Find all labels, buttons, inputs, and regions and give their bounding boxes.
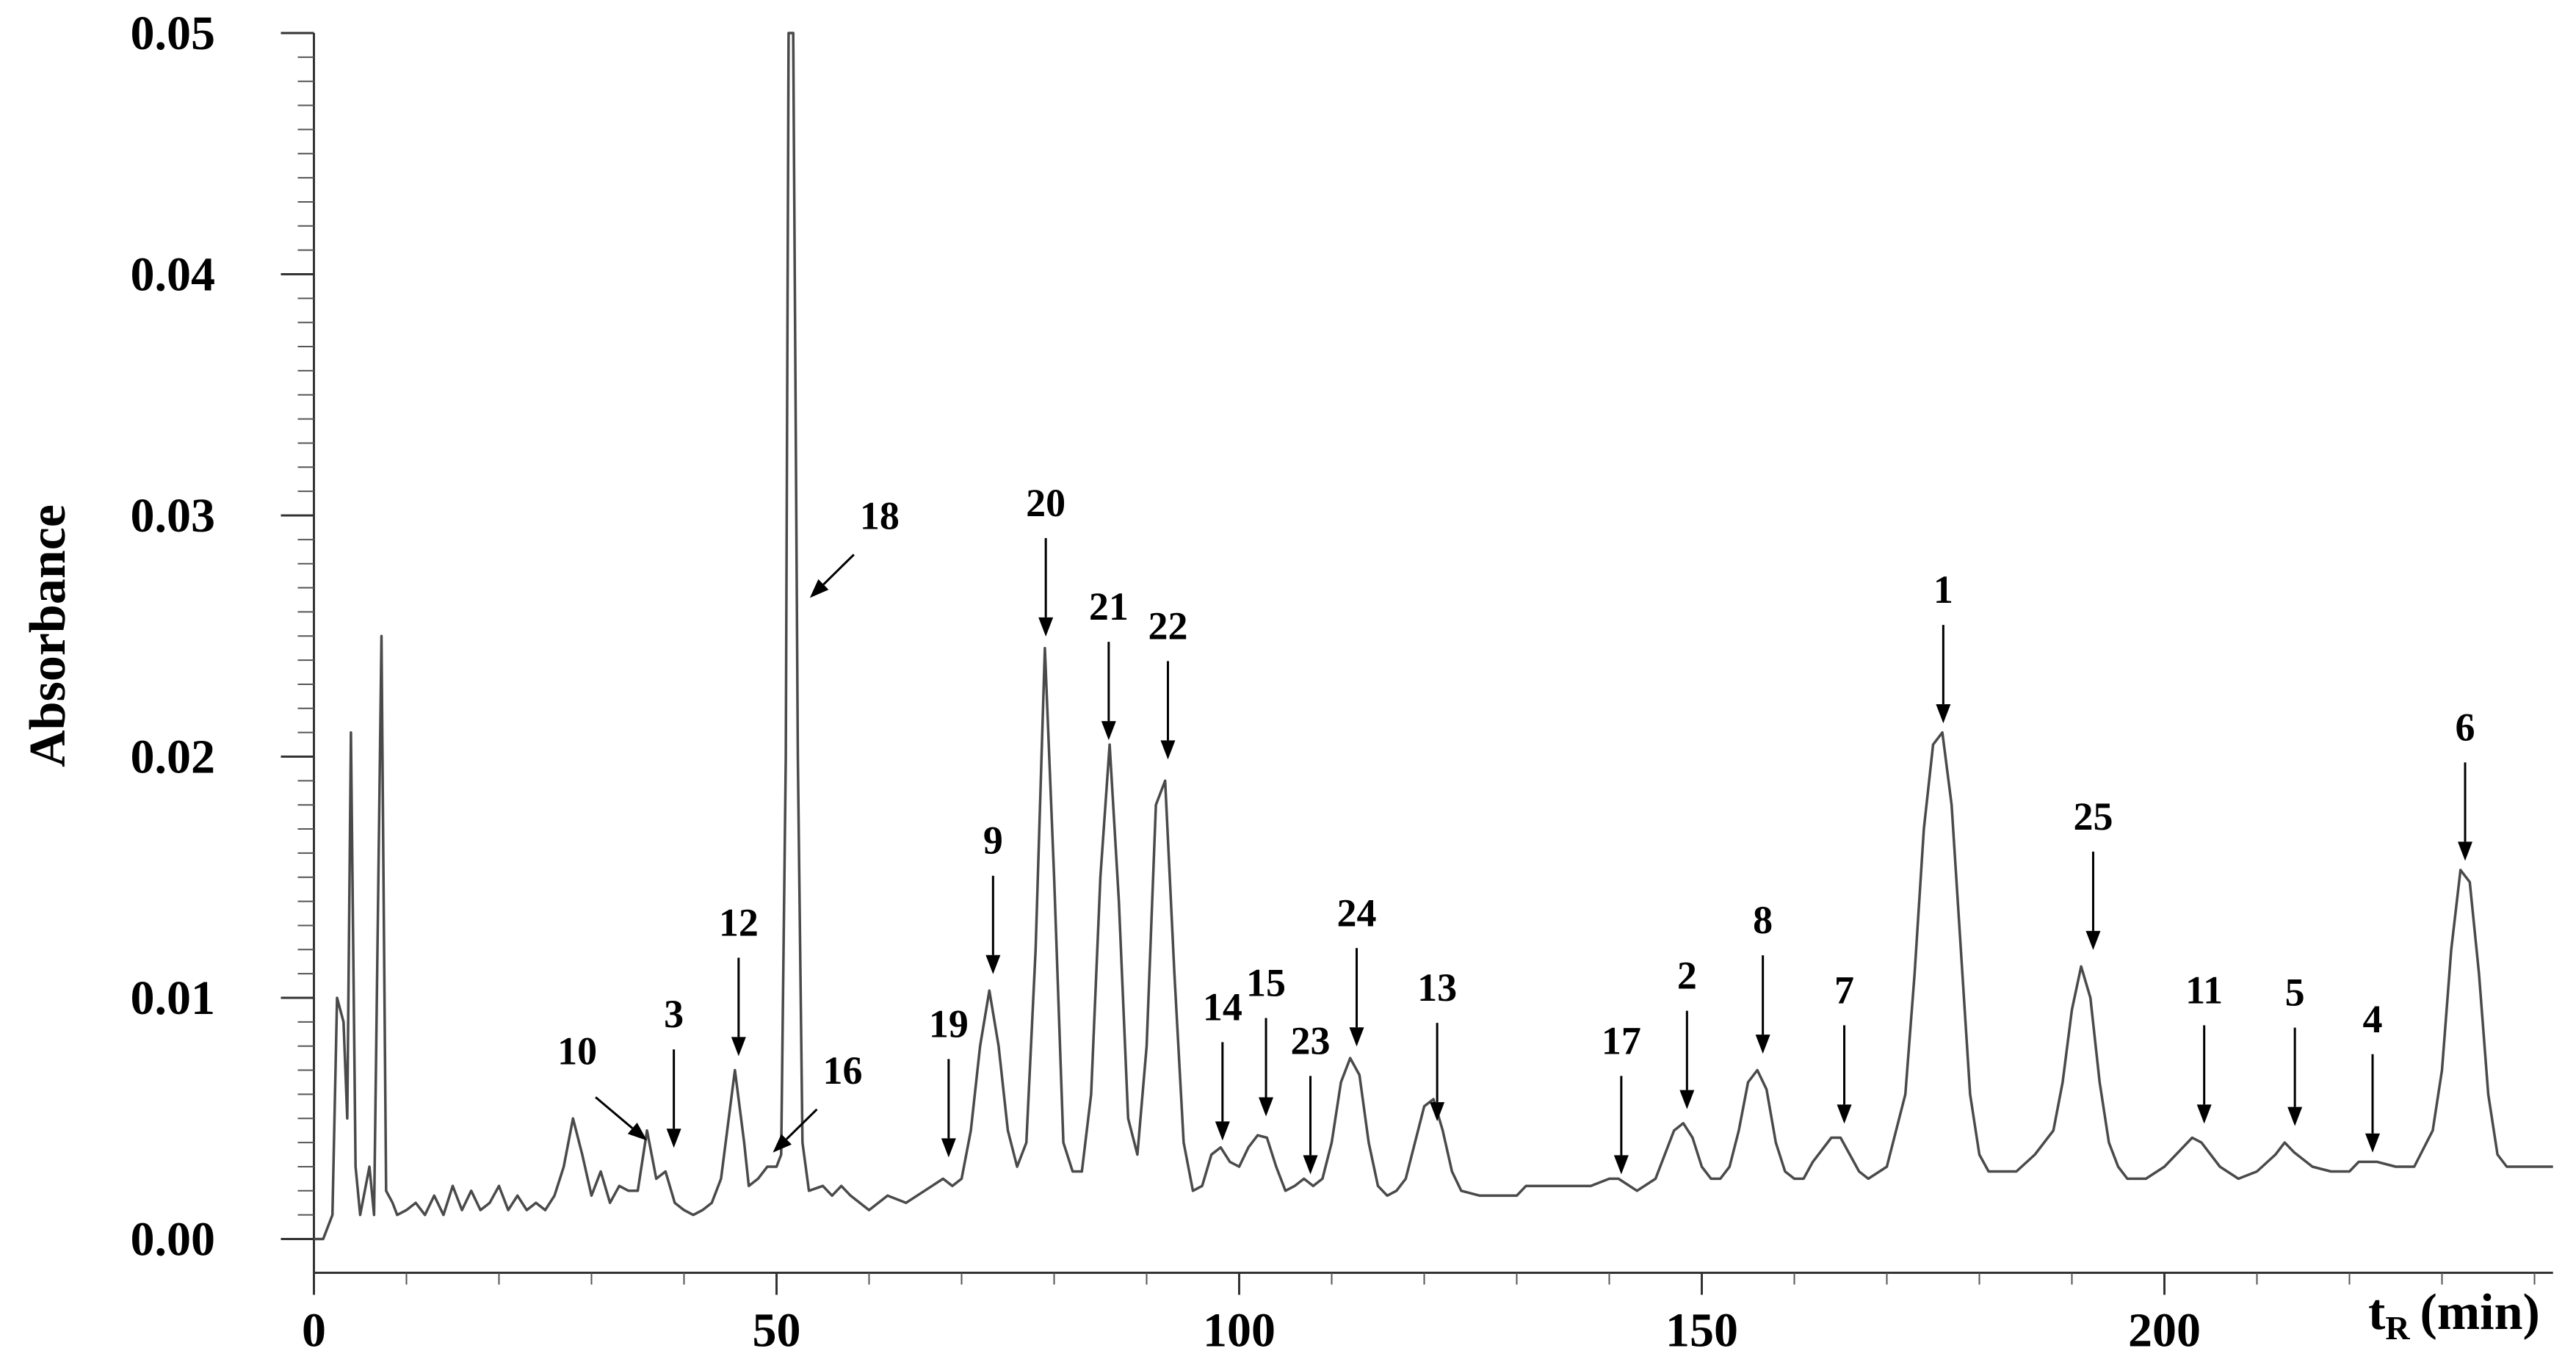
y-tick-label: 0.00 — [131, 1213, 216, 1267]
annotation-label: 13 — [1417, 966, 1457, 1010]
annotation-arrowhead — [627, 1122, 648, 1141]
trace — [314, 32, 2553, 1241]
annotation-label: 9 — [983, 819, 1003, 863]
annotation-label: 4 — [2363, 997, 2383, 1041]
annotation-arrowhead — [1303, 1155, 1318, 1175]
x-axis-subscript: R — [2385, 1309, 2410, 1347]
annotation-label: 25 — [2073, 794, 2113, 838]
x-tick-label: 100 — [1203, 1303, 1276, 1357]
x-tick-label: 200 — [2128, 1303, 2201, 1357]
annotation-arrowhead — [1837, 1104, 1852, 1124]
annotation-arrowhead — [941, 1138, 956, 1158]
annotation-arrowhead — [1936, 704, 1951, 724]
annotation-arrowhead — [1101, 721, 1116, 741]
y-tick-label: 0.04 — [131, 248, 216, 302]
annotation-label: 8 — [1753, 898, 1773, 942]
annotation-label: 3 — [664, 992, 684, 1036]
annotation-arrowhead — [2365, 1133, 2380, 1153]
annotation-arrowhead — [1430, 1102, 1445, 1122]
annotation-arrowhead — [1349, 1027, 1364, 1047]
y-tick-label: 0.02 — [131, 731, 216, 784]
annotation-arrow — [822, 554, 855, 586]
x-tick-label: 0 — [302, 1303, 326, 1357]
x-tick-label: 50 — [753, 1303, 801, 1357]
annotation-label: 23 — [1291, 1018, 1331, 1062]
y-axis-title: Absorbance — [20, 504, 76, 767]
annotation-label: 12 — [719, 900, 759, 944]
annotation-label: 16 — [822, 1048, 862, 1093]
annotation-arrowhead — [666, 1129, 681, 1148]
annotation-arrowhead — [2196, 1104, 2212, 1124]
annotation-arrowhead — [1613, 1155, 1629, 1175]
annotation-arrowhead — [1038, 617, 1054, 637]
annotation-label: 22 — [1148, 604, 1187, 648]
y-tick-label: 0.05 — [131, 7, 216, 60]
x-axis-unit: (min) — [2420, 1284, 2540, 1341]
annotation-label: 18 — [860, 493, 900, 537]
annotation-label: 20 — [1026, 481, 1066, 525]
annotation-label: 2 — [1677, 954, 1697, 998]
annotation-label: 11 — [2185, 968, 2223, 1012]
annotation-label: 6 — [2456, 705, 2475, 749]
annotation-arrowhead — [809, 579, 829, 598]
annotation-label: 21 — [1089, 584, 1129, 629]
annotation-label: 17 — [1602, 1018, 1641, 1062]
annotation-arrowhead — [1755, 1035, 1770, 1054]
y-tick-label: 0.03 — [131, 489, 216, 543]
annotation-label: 5 — [2285, 971, 2305, 1015]
x-axis-symbol: t — [2368, 1284, 2385, 1341]
annotation-arrowhead — [1259, 1097, 1274, 1117]
annotation-arrowhead — [1215, 1121, 1230, 1141]
annotation-arrow — [595, 1096, 634, 1129]
x-tick-label: 150 — [1665, 1303, 1738, 1357]
annotation-arrowhead — [985, 955, 1001, 974]
annotation-label: 15 — [1246, 961, 1286, 1005]
annotation-label: 1 — [1933, 568, 1953, 612]
annotation-arrowhead — [731, 1037, 746, 1057]
annotation-label: 14 — [1203, 985, 1242, 1029]
annotation-label: 7 — [1834, 968, 1854, 1012]
annotation-arrowhead — [2458, 841, 2472, 861]
annotation-arrowhead — [2287, 1106, 2303, 1126]
y-tick-label: 0.01 — [131, 971, 216, 1025]
annotation-arrow — [785, 1108, 818, 1140]
annotation-label: 24 — [1337, 891, 1377, 935]
annotation-label: 10 — [557, 1029, 597, 1073]
annotation-arrowhead — [773, 1134, 792, 1153]
annotation-label: 19 — [929, 1001, 969, 1046]
annotation-arrowhead — [1679, 1090, 1695, 1109]
x-axis-title: tR (min) — [2368, 1284, 2540, 1347]
annotation-arrowhead — [1160, 740, 1176, 760]
annotation-arrowhead — [2085, 930, 2101, 950]
